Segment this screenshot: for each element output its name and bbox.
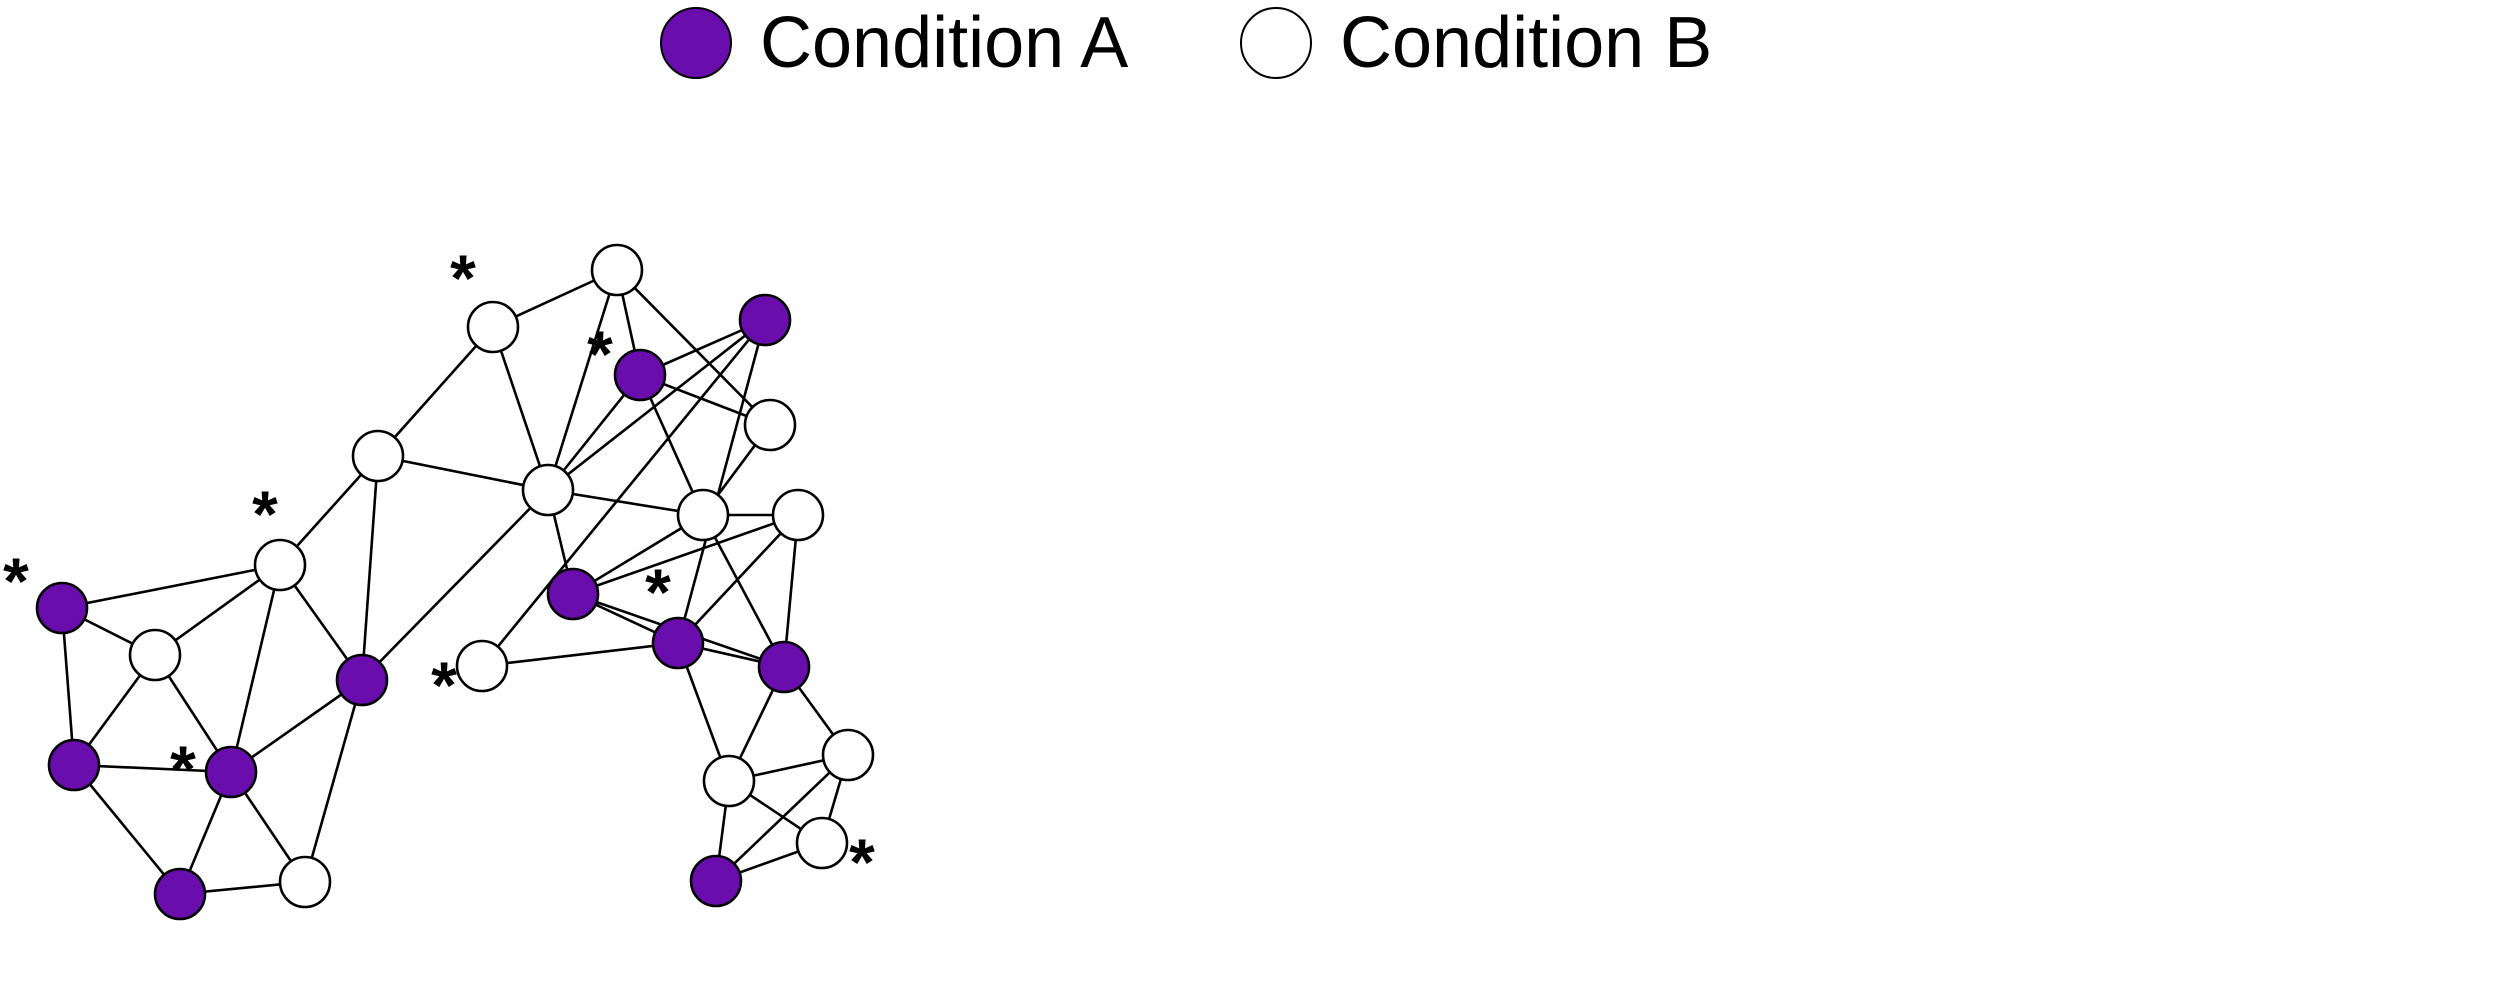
nodes-group	[35, 243, 875, 921]
node-1-condition-a	[35, 581, 89, 635]
node-20-condition-a	[651, 616, 705, 670]
edge-23-25	[715, 754, 849, 882]
node-13-condition-a	[613, 348, 667, 402]
edge-10-11	[491, 326, 550, 491]
legend-label-condition-a: Condition A	[760, 3, 1129, 83]
edge-4-7	[229, 564, 282, 773]
edge-4-8	[230, 678, 363, 774]
node-15-condition-b	[676, 488, 730, 542]
node-6-condition-b	[278, 855, 332, 909]
significance-marker-node-4: *	[170, 732, 196, 806]
node-5-condition-a	[153, 867, 207, 921]
significance-marker-node-13: *	[587, 317, 613, 391]
node-14-condition-a	[546, 567, 600, 621]
node-4-condition-a	[204, 745, 258, 799]
node-16-condition-a	[738, 293, 792, 347]
node-24-condition-b	[795, 816, 849, 870]
significance-marker-node-24: *	[849, 825, 875, 899]
node-10-condition-b	[466, 300, 520, 354]
significance-marker-node-10: *	[450, 241, 476, 315]
node-21-condition-a	[757, 640, 811, 694]
edge-19-20	[481, 641, 679, 668]
node-22-condition-b	[702, 754, 756, 808]
legend-swatch-condition-b	[1240, 7, 1312, 79]
legend: Condition A Condition B	[0, 0, 2498, 90]
node-3-condition-a	[47, 738, 101, 792]
node-25-condition-a	[689, 854, 743, 908]
node-12-condition-b	[590, 243, 644, 297]
edge-16-19	[480, 319, 767, 667]
edge-14-18	[572, 513, 799, 596]
edge-9-10	[377, 326, 494, 457]
node-23-condition-b	[821, 728, 875, 782]
significance-marker-node-1: *	[3, 544, 29, 618]
legend-swatch-condition-a	[660, 7, 732, 79]
edge-15-21	[701, 514, 786, 668]
edge-3-5	[72, 764, 182, 895]
edge-1-7	[61, 563, 281, 610]
node-9-condition-b	[351, 429, 405, 483]
node-8-condition-a	[335, 653, 389, 707]
markers-group: * * * * * * * *	[3, 241, 875, 899]
node-7-condition-b	[253, 538, 307, 592]
significance-marker-node-19: *	[431, 648, 457, 722]
edge-12-17	[616, 269, 771, 426]
legend-label-condition-b: Condition B	[1340, 3, 1713, 83]
node-11-condition-b	[521, 463, 575, 517]
significance-marker-node-7: *	[252, 477, 278, 551]
edge-9-11	[377, 454, 549, 492]
edge-6-8	[303, 679, 364, 883]
significance-marker-node-20: *	[645, 555, 671, 629]
edge-11-12	[546, 269, 619, 491]
node-18-condition-b	[771, 488, 825, 542]
node-19-condition-b	[455, 639, 509, 693]
legend-item-condition-a: Condition A	[660, 4, 1128, 82]
node-17-condition-b	[743, 398, 797, 452]
edge-8-11	[361, 489, 549, 681]
node-2-condition-b	[128, 628, 182, 682]
edge-11-16	[547, 318, 766, 492]
edge-8-9	[360, 455, 380, 681]
legend-item-condition-b: Condition B	[1240, 4, 1712, 82]
edge-16-20	[676, 319, 767, 644]
